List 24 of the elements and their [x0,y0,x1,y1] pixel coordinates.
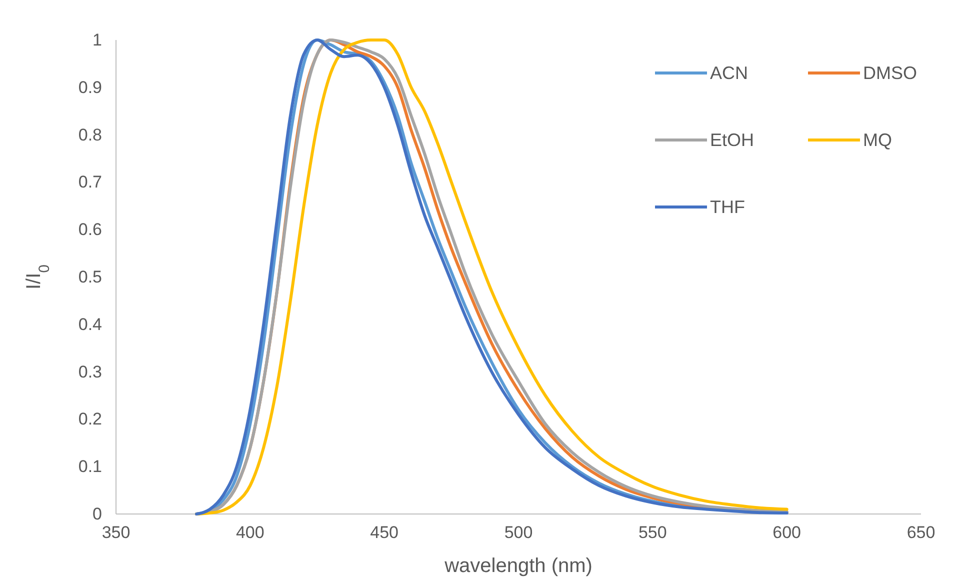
x-tick-label: 650 [906,523,936,542]
legend-label: MQ [863,130,892,150]
x-tick-label: 600 [772,523,802,542]
y-tick-label: 0.8 [78,125,102,144]
x-tick-label: 550 [638,523,667,542]
y-tick-label: 1 [92,30,102,50]
y-tick-label: 0.2 [78,410,102,429]
legend-label: THF [710,197,745,217]
y-tick-label: 0.6 [78,220,102,240]
x-tick-label: 450 [370,523,399,542]
y-tick-label: 0 [92,504,102,524]
y-tick-label: 0.3 [78,362,102,382]
legend-label: EtOH [710,130,754,150]
x-tick-label: 350 [102,523,130,542]
x-tick-label: 500 [504,523,533,542]
y-tick-label: 0.4 [78,314,102,334]
y-tick-label: 0.1 [78,457,102,476]
legend-label: DMSO [863,63,917,83]
y-tick-label: 0.9 [78,78,102,97]
x-axis-title: wavelength (nm) [444,555,592,577]
legend-label: ACN [710,63,748,83]
y-tick-label: 0.7 [78,172,102,192]
x-tick-label: 400 [236,523,264,542]
y-tick-label: 0.5 [78,267,102,286]
